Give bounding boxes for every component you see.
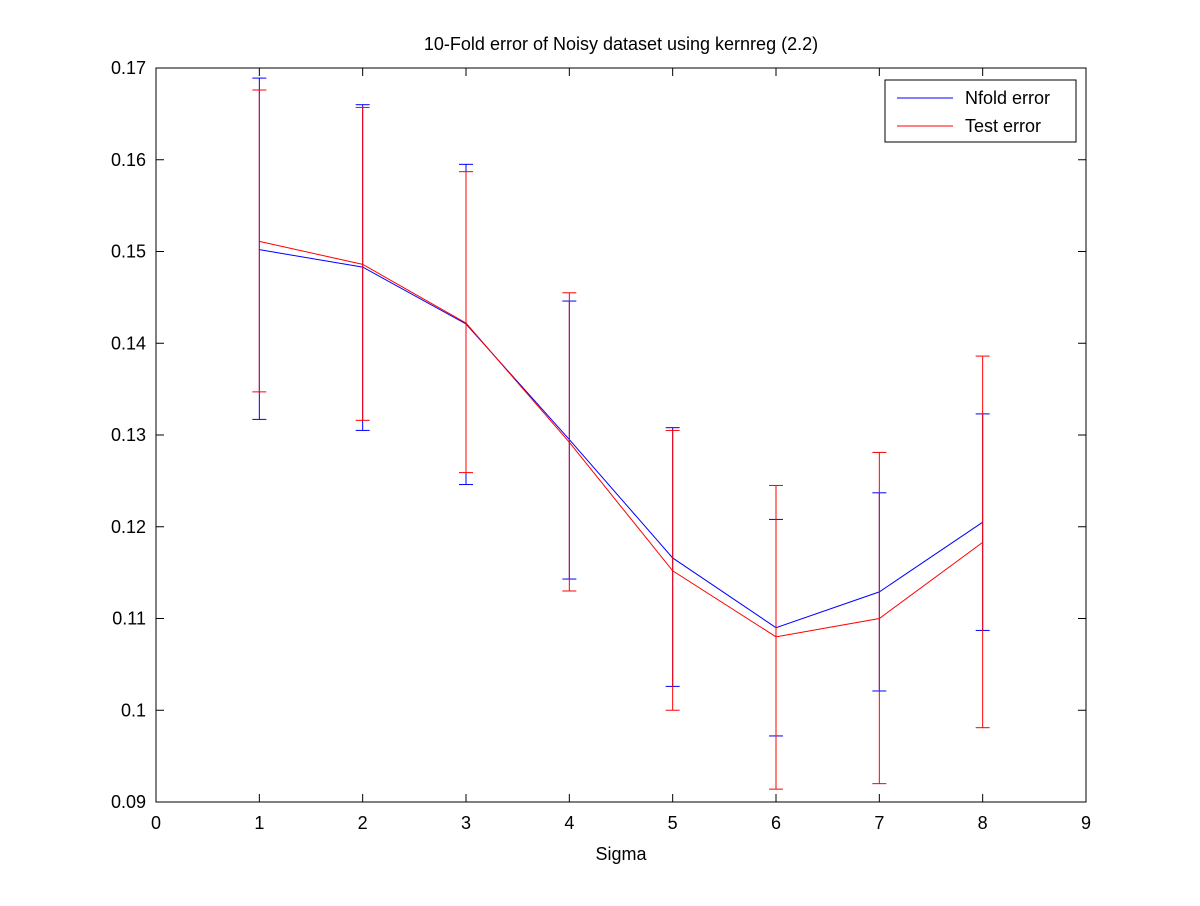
- x-tick-label: 0: [151, 813, 161, 833]
- series-line: [259, 249, 983, 629]
- y-tick-label: 0.12: [111, 517, 146, 537]
- x-tick-label: 4: [564, 813, 574, 833]
- plot-frame: [155, 67, 1087, 803]
- y-tick-label: 0.14: [111, 333, 146, 353]
- y-tick-label: 0.1: [121, 700, 146, 720]
- y-tick-label: 0.17: [111, 58, 146, 78]
- x-tick-label: 3: [461, 813, 471, 833]
- x-tick-label: 6: [771, 813, 781, 833]
- x-tick-label: 2: [358, 813, 368, 833]
- x-tick-label: 9: [1081, 813, 1091, 833]
- x-axis-label: Sigma: [595, 844, 647, 864]
- y-tick-label: 0.11: [112, 609, 146, 629]
- legend-label: Test error: [965, 116, 1041, 136]
- series-line: [259, 240, 983, 638]
- y-tick-label: 0.15: [111, 242, 146, 262]
- plot-area: [156, 68, 1086, 802]
- x-tick-label: 5: [668, 813, 678, 833]
- y-tick-label: 0.13: [111, 425, 146, 445]
- chart-title: 10-Fold error of Noisy dataset using ker…: [424, 34, 818, 54]
- legend: Nfold error Test error: [884, 79, 1077, 143]
- legend-box: [884, 79, 1077, 143]
- series-layer: [252, 77, 990, 790]
- legend-label: Nfold error: [965, 88, 1050, 108]
- y-tick-label: 0.16: [111, 150, 146, 170]
- x-tick-labels: 0 1 2 3 4 5 6 7 8 9: [151, 813, 1091, 833]
- y-tick-label: 0.09: [111, 792, 146, 812]
- x-tick-label: 7: [874, 813, 884, 833]
- series-2: [252, 89, 990, 790]
- y-tick-labels: 0.09 0.1 0.11 0.12 0.13 0.14 0.15 0.16 0.17: [111, 58, 146, 812]
- x-tick-label: 1: [254, 813, 264, 833]
- x-tick-label: 8: [978, 813, 988, 833]
